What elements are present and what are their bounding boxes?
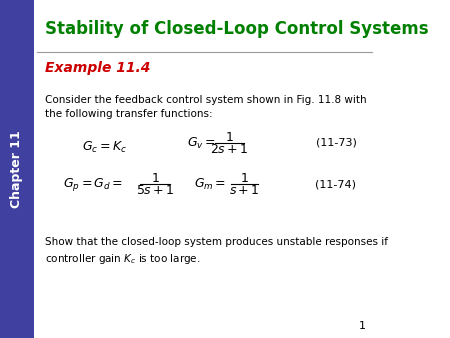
Text: Consider the feedback control system shown in Fig. 11.8 with
the following trans: Consider the feedback control system sho… xyxy=(45,95,366,119)
Text: $G_c = K_c$: $G_c = K_c$ xyxy=(82,140,127,154)
Text: $1$: $1$ xyxy=(240,172,249,185)
Text: Show that the closed-loop system produces unstable responses if
controller gain : Show that the closed-loop system produce… xyxy=(45,237,388,266)
Text: Stability of Closed-Loop Control Systems: Stability of Closed-Loop Control Systems xyxy=(45,20,428,38)
Text: 1: 1 xyxy=(359,321,366,331)
Text: $s+1$: $s+1$ xyxy=(229,184,260,197)
Text: Chapter 11: Chapter 11 xyxy=(10,130,23,208)
Text: $G_p = G_d =$: $G_p = G_d =$ xyxy=(63,176,124,193)
FancyBboxPatch shape xyxy=(0,0,34,338)
Text: (11-74): (11-74) xyxy=(315,179,356,189)
Text: $1$: $1$ xyxy=(151,172,159,185)
Text: $2s+1$: $2s+1$ xyxy=(210,143,249,156)
Text: $5s+1$: $5s+1$ xyxy=(135,184,174,197)
Text: $G_m =$: $G_m =$ xyxy=(194,177,226,192)
Text: Example 11.4: Example 11.4 xyxy=(45,61,150,75)
Text: $1$: $1$ xyxy=(225,131,234,144)
Text: (11-73): (11-73) xyxy=(315,138,356,148)
Text: $G_v =$: $G_v =$ xyxy=(187,136,216,151)
